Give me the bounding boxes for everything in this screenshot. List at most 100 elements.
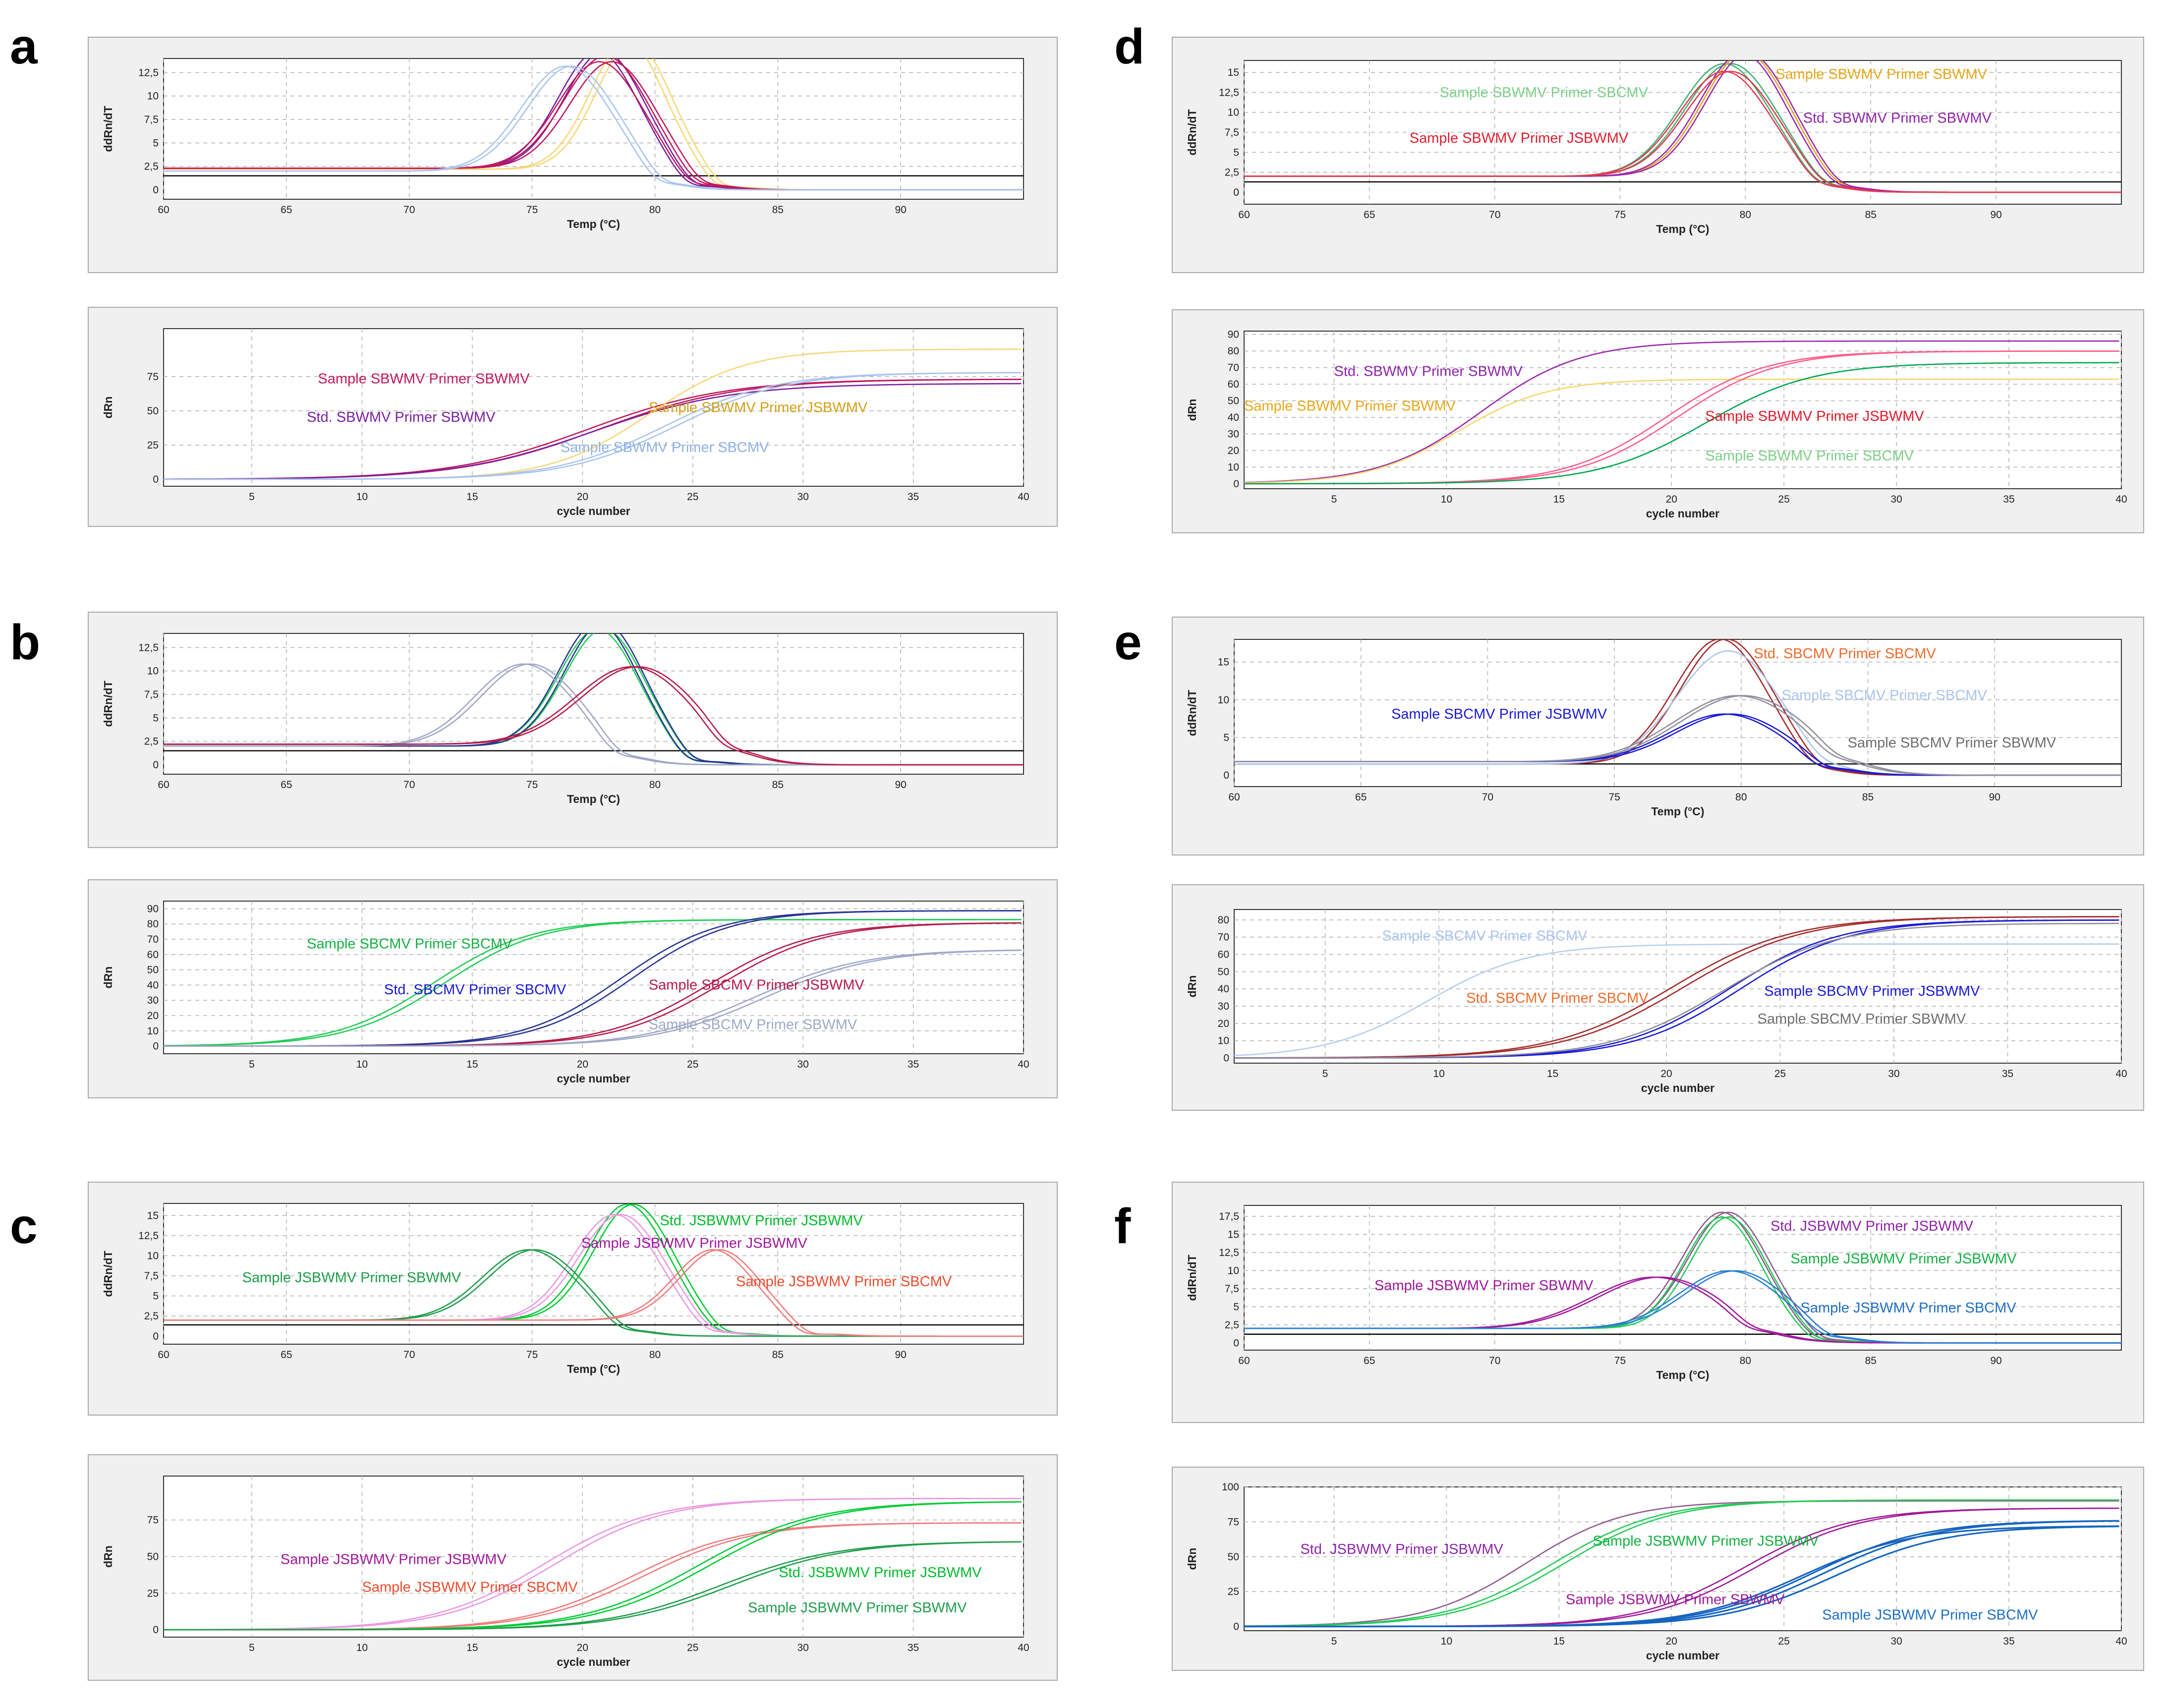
y-tick-label: 15 (1218, 657, 1229, 668)
series-line-a-amp-3 (164, 372, 1022, 480)
x-tick-label: 15 (466, 1059, 478, 1070)
series-line-d-amp-1 (1244, 378, 2119, 484)
panel-letter-d: d (1114, 19, 1144, 74)
series-label-e-melt-1: Sample SBCMV Primer SBCMV (1782, 687, 1988, 703)
series-label-d-melt-2: Std. SBWMV Primer SBWMV (1803, 111, 1992, 126)
x-tick-label: 30 (797, 1059, 808, 1070)
x-tick-label: 65 (1364, 209, 1375, 221)
x-tick-label: 30 (797, 491, 808, 503)
x-tick-label: 60 (1238, 1355, 1250, 1366)
x-tick-label: 65 (281, 779, 292, 791)
y-tick-label: 5 (1223, 732, 1229, 743)
series-label-a-amp-2: Sample SBWMV Primer JSBWMV (649, 400, 868, 416)
x-tick-label: 15 (466, 1642, 478, 1653)
x-tick-label: 80 (649, 779, 661, 791)
y-tick-label: 50 (1228, 1551, 1239, 1563)
y-tick-label: 12,5 (138, 642, 159, 653)
series-line-c-melt-3 (164, 1249, 1024, 1337)
series-line-f-melt-3 (1244, 1270, 2121, 1344)
series-line-e-melt-3 (1234, 695, 2121, 776)
y-axis-label: ddRn/dT (102, 106, 114, 152)
series-lines (164, 910, 1022, 1047)
y-tick-label: 15 (1228, 67, 1239, 78)
x-axis-label: cycle number (1646, 1649, 1719, 1662)
y-tick-label: 0 (1233, 478, 1239, 490)
y-tick-label: 2,5 (1225, 167, 1239, 178)
x-tick-label: 70 (403, 779, 415, 791)
series-label-c-melt-3: Sample JSBWMV Primer SBCMV (736, 1274, 952, 1290)
x-tick-label: 90 (895, 779, 906, 791)
y-tick-label: 7,5 (144, 114, 159, 125)
chart-panel-e-amp: 5 10 15 20 25 30 35 40 0 10 20 30 40 50 60 70 80 cycle nu… (1172, 884, 2144, 1111)
x-tick-label: 10 (356, 1059, 368, 1070)
y-tick-label: 10 (1228, 1265, 1239, 1276)
y-axis-label: ddRn/dT (1186, 109, 1198, 155)
y-tick-label: 5 (153, 712, 159, 724)
x-tick-label: 85 (1865, 1355, 1877, 1366)
y-tick-label: 25 (147, 440, 159, 451)
x-tick-label: 70 (1489, 209, 1500, 221)
panel-letter-b: b (10, 615, 40, 670)
x-axis-label: cycle number (557, 1072, 630, 1085)
x-axis-label: Temp (°C) (1656, 1368, 1709, 1381)
x-tick-label: 75 (1614, 1355, 1626, 1366)
panel-letter-e: e (1114, 615, 1142, 670)
y-tick-label: 10 (1228, 107, 1239, 118)
panel-letter-a: a (10, 19, 38, 74)
x-tick-label: 25 (1778, 1636, 1790, 1647)
y-tick-label: 30 (1228, 429, 1239, 440)
y-tick-label: 7,5 (144, 689, 159, 700)
plot-area (163, 58, 1024, 200)
y-axis-label: dRn (102, 1545, 114, 1568)
y-axis-label: dRn (102, 397, 114, 419)
x-tick-label: 70 (403, 1349, 415, 1361)
x-tick-label: 10 (1441, 1636, 1452, 1647)
series-label-e-melt-2: Sample SBCMV Primer JSBWMV (1391, 706, 1607, 722)
chart-panel-f-melt: 60 65 70 75 80 85 90 0 2,5 5 7,5 10 12,5 15 17,5 Temp (… (1172, 1182, 2144, 1423)
y-tick-label: 10 (147, 666, 159, 677)
x-tick-label: 20 (1660, 1068, 1672, 1080)
chart-panel-f-amp: 5 10 15 20 25 30 35 40 0 25 50 75 100 cycle number dRn… (1172, 1467, 2144, 1671)
series-lines (1244, 1499, 2119, 1628)
x-tick-label: 70 (403, 204, 415, 216)
y-tick-label: 5 (1233, 1301, 1239, 1312)
series-lines (164, 58, 1024, 191)
y-tick-label: 0 (1233, 1621, 1239, 1633)
y-tick-label: 12,5 (138, 67, 159, 78)
chart-panel-b-amp: 5 10 15 20 25 30 35 40 0 10 20 30 40 50 60 70 80 90 cycle … (88, 879, 1058, 1098)
plot-area (1234, 909, 2122, 1064)
series-label-a-amp-1: Std. SBWMV Primer SBWMV (307, 409, 496, 425)
y-tick-label: 15 (147, 1210, 159, 1221)
y-tick-label: 75 (147, 371, 159, 383)
x-tick-label: 5 (1331, 494, 1337, 505)
chart-panel-d-melt: 60 65 70 75 80 85 90 0 2,5 5 7,5 10 12,5 15 Temp (°C) d… (1172, 37, 2144, 273)
series-label-d-melt-0: Sample SBWMV Primer SBCMV (1439, 85, 1648, 101)
series-label-e-melt-3: Sample SBCMV Primer SBWMV (1848, 735, 2056, 751)
series-line-c-amp-3 (164, 1541, 1022, 1631)
x-tick-label: 30 (1890, 494, 1902, 505)
y-axis-label: ddRn/dT (1186, 690, 1198, 736)
y-tick-label: 70 (1228, 362, 1239, 374)
y-tick-label: 7,5 (1225, 1283, 1239, 1295)
series-line-b-amp-0 (164, 919, 1022, 1047)
series-lines (1234, 639, 2121, 776)
x-tick-label: 75 (1614, 209, 1626, 221)
series-label-c-amp-1: Sample JSBWMV Primer SBCMV (362, 1579, 578, 1595)
y-tick-label: 0 (1223, 1053, 1229, 1064)
series-label-f-melt-3: Sample JSBWMV Primer SBCMV (1801, 1300, 2017, 1316)
series-label-d-melt-1: Sample SBWMV Primer SBWMV (1775, 66, 1988, 82)
series-line-d-amp-3 (1244, 362, 2119, 485)
x-tick-label: 80 (649, 204, 661, 216)
x-axis-label: cycle number (557, 505, 630, 517)
charts-layer: 60 65 70 75 80 85 90 0 2,5 5 7,5 10 12,5 Temp (°C) ddR… (88, 37, 2144, 1681)
series-line-b-amp-3 (164, 949, 1022, 1047)
x-tick-label: 85 (772, 779, 784, 791)
x-tick-label: 15 (466, 491, 478, 503)
series-label-c-amp-3: Sample JSBWMV Primer SBWMV (748, 1600, 967, 1616)
x-tick-label: 90 (1989, 792, 2000, 803)
x-tick-label: 40 (1018, 491, 1029, 503)
y-tick-label: 0 (1233, 1337, 1239, 1349)
series-label-f-amp-1: Sample JSBWMV Primer JSBWMV (1593, 1533, 1819, 1549)
y-tick-label: 50 (147, 965, 159, 976)
y-tick-label: 60 (1218, 949, 1229, 961)
